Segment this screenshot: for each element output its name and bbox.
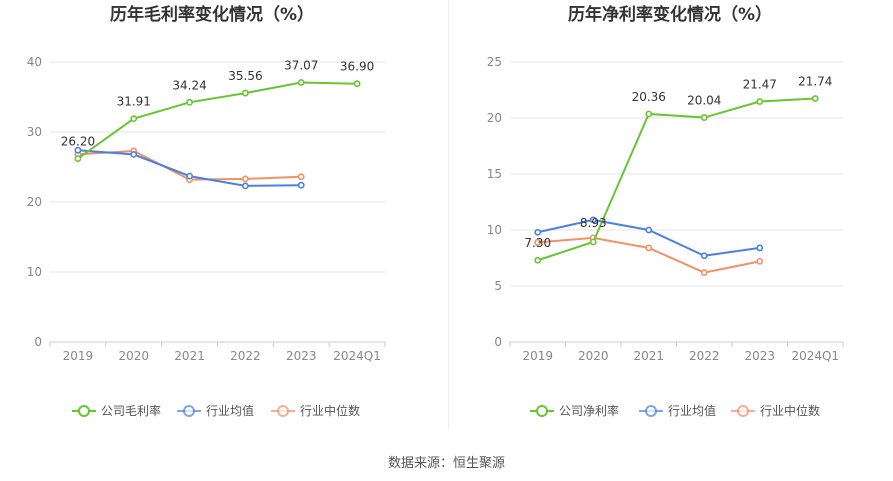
legend-marker <box>78 405 90 417</box>
legend-marker <box>737 405 749 417</box>
data-point <box>534 238 542 246</box>
y-tick-label: 40 <box>27 55 42 69</box>
y-tick-label: 25 <box>487 55 502 69</box>
data-point <box>534 228 542 236</box>
source-text: 数据来源：恒生聚源 <box>387 456 505 471</box>
data-label: 34.24 <box>172 78 206 92</box>
y-tick-label: 15 <box>487 167 502 181</box>
y-tick-label: 0 <box>34 335 42 349</box>
series-line <box>537 236 760 274</box>
chart-title: 历年毛利率变化情况（%） <box>110 4 314 25</box>
data-label: 31.91 <box>117 95 151 109</box>
data-point <box>700 114 708 121</box>
data-label: 36.90 <box>340 60 374 74</box>
x-tick-label: 2020 <box>578 349 609 363</box>
data-point <box>242 182 249 190</box>
chart-title: 历年净利率变化情况（%） <box>568 4 772 25</box>
x-tick-label: 2020 <box>118 349 149 363</box>
data-point <box>297 173 305 181</box>
data-point <box>534 256 542 264</box>
x-tick-label: 2022 <box>689 349 720 363</box>
y-tick-label: 5 <box>494 279 502 293</box>
data-label: 21.47 <box>743 78 777 92</box>
legend-label: 公司毛利率 <box>101 403 161 418</box>
series-line <box>77 81 358 160</box>
data-point <box>645 110 653 118</box>
legend-marker <box>645 405 657 417</box>
data-point <box>756 98 764 105</box>
data-point <box>297 79 305 86</box>
x-tick-label: 2021 <box>174 349 205 363</box>
y-tick-label: 30 <box>27 125 42 139</box>
legend-marker <box>183 405 195 417</box>
x-tick-label: 2024Q1 <box>791 349 839 363</box>
data-point <box>756 244 764 252</box>
data-point <box>353 80 361 88</box>
data-label: 20.04 <box>687 94 721 108</box>
x-tick-label: 2023 <box>744 349 775 363</box>
data-point <box>130 150 138 158</box>
x-tick-label: 2019 <box>63 349 94 363</box>
data-point <box>297 181 305 189</box>
panel-divider <box>448 0 449 430</box>
data-label: 20.36 <box>632 90 666 104</box>
legend-marker <box>536 405 548 417</box>
data-point <box>811 95 819 102</box>
y-tick-label: 0 <box>494 335 502 349</box>
series-line <box>537 97 816 262</box>
data-point <box>130 115 138 123</box>
x-tick-label: 2022 <box>230 349 261 363</box>
legend-marker <box>277 405 289 417</box>
data-point <box>700 269 708 276</box>
data-label: 37.07 <box>284 59 318 73</box>
x-tick-label: 2024Q1 <box>333 349 381 363</box>
data-point <box>74 146 82 154</box>
x-tick-label: 2023 <box>286 349 317 363</box>
data-point <box>186 172 193 180</box>
x-tick-label: 2019 <box>522 349 553 363</box>
data-label: 7.30 <box>524 236 551 250</box>
data-point <box>756 257 764 265</box>
legend-label: 行业中位数 <box>760 403 820 418</box>
x-tick-label: 2021 <box>633 349 664 363</box>
data-point <box>589 238 597 246</box>
data-label: 35.56 <box>228 69 262 83</box>
data-label: 21.74 <box>798 75 832 89</box>
y-tick-label: 20 <box>27 195 42 209</box>
legend-label: 行业均值 <box>668 403 716 418</box>
legend-label: 行业中位数 <box>300 403 360 418</box>
y-tick-label: 20 <box>487 111 502 125</box>
data-point <box>74 155 82 162</box>
data-label: 26.20 <box>61 135 95 149</box>
legend-label: 行业均值 <box>206 403 254 418</box>
data-point <box>700 252 708 260</box>
y-tick-label: 10 <box>487 223 502 237</box>
data-point <box>242 175 249 183</box>
y-tick-label: 10 <box>27 265 42 279</box>
legend-label: 公司净利率 <box>559 403 619 418</box>
data-point <box>645 226 653 234</box>
data-point <box>186 98 193 106</box>
data-point <box>645 244 653 252</box>
data-point <box>589 216 597 224</box>
data-point <box>242 89 249 97</box>
data-label: 8.93 <box>580 216 607 230</box>
